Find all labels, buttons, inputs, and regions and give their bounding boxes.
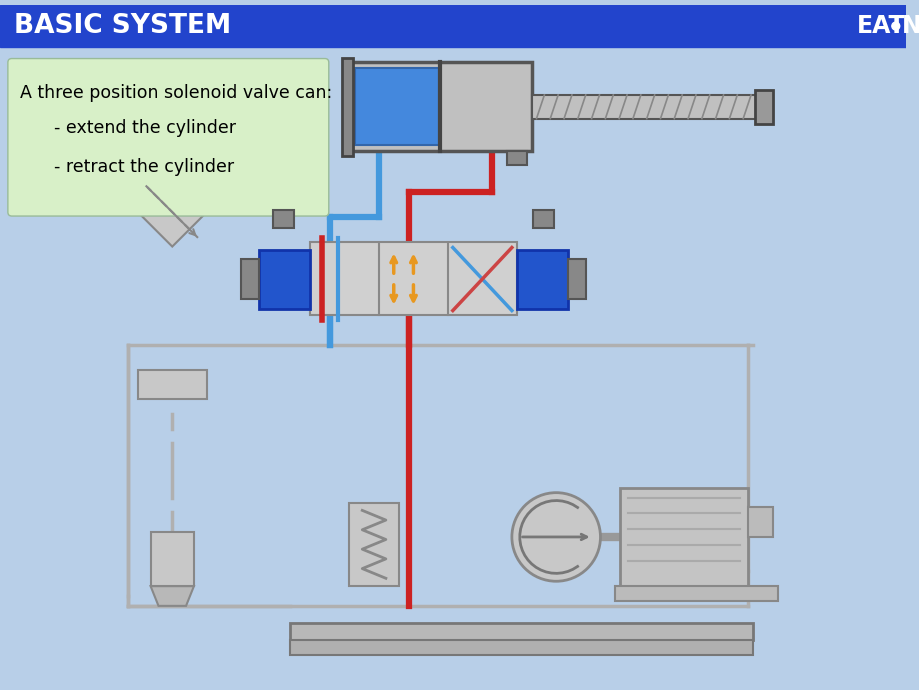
Bar <box>341 57 353 156</box>
Text: - extend the cylinder: - extend the cylinder <box>54 119 236 137</box>
Bar <box>567 259 585 299</box>
Text: N: N <box>901 14 919 38</box>
Bar <box>290 622 753 640</box>
Text: EAT: EAT <box>856 14 904 38</box>
Bar <box>754 90 772 124</box>
Bar <box>516 250 567 308</box>
Bar <box>258 250 310 308</box>
Bar <box>151 532 194 586</box>
Polygon shape <box>151 586 194 606</box>
Bar <box>310 241 516 315</box>
Circle shape <box>891 22 899 30</box>
Bar <box>0 6 904 47</box>
Bar <box>349 63 531 151</box>
FancyBboxPatch shape <box>8 59 328 216</box>
Text: - retract the cylinder: - retract the cylinder <box>54 158 234 176</box>
Bar <box>615 586 777 601</box>
Bar <box>531 95 762 119</box>
Bar <box>506 151 526 165</box>
Bar <box>290 640 753 655</box>
Bar <box>355 68 438 145</box>
Bar <box>138 370 207 399</box>
Circle shape <box>511 493 600 581</box>
Text: A three position solenoid valve can:: A three position solenoid valve can: <box>19 84 332 102</box>
Bar <box>272 210 294 228</box>
Bar <box>619 488 747 586</box>
Bar <box>532 210 553 228</box>
Bar <box>747 507 772 537</box>
Bar <box>349 502 398 586</box>
Polygon shape <box>138 177 207 246</box>
Bar <box>241 259 258 299</box>
Text: BASIC SYSTEM: BASIC SYSTEM <box>14 13 231 39</box>
